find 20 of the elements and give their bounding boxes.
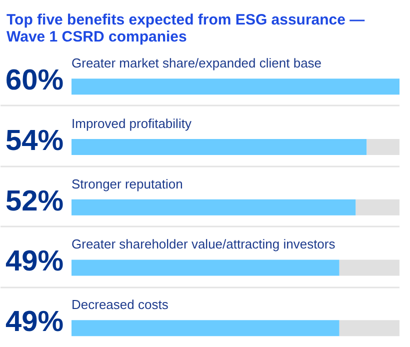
bar: [72, 260, 340, 276]
bar: [339, 320, 400, 336]
y-tick-label: Stronger reputation: [72, 176, 183, 192]
y-tick-label: Decreased costs: [72, 297, 169, 312]
bar: [72, 199, 356, 216]
y-tick-label: Greater market share/expanded client base: [72, 56, 322, 71]
bar: [366, 138, 400, 155]
y-tick-label: Greater shareholder value/attracting investors: [72, 236, 336, 252]
bar: [72, 320, 340, 336]
data-label: 49%: [5, 246, 64, 278]
bar: [72, 138, 367, 155]
bar: [339, 260, 400, 276]
chart-title: Top five benefits expected from ESG assurance — Wave 1 CSRD companies: [6, 12, 365, 46]
y-tick-label: Improved profitability: [72, 116, 192, 131]
data-label: 52%: [5, 185, 64, 218]
data-label: 54%: [5, 124, 64, 157]
data-label: 49%: [5, 306, 64, 338]
data-label: 60%: [5, 64, 64, 97]
bar: [356, 199, 400, 216]
bar: [72, 78, 400, 95]
